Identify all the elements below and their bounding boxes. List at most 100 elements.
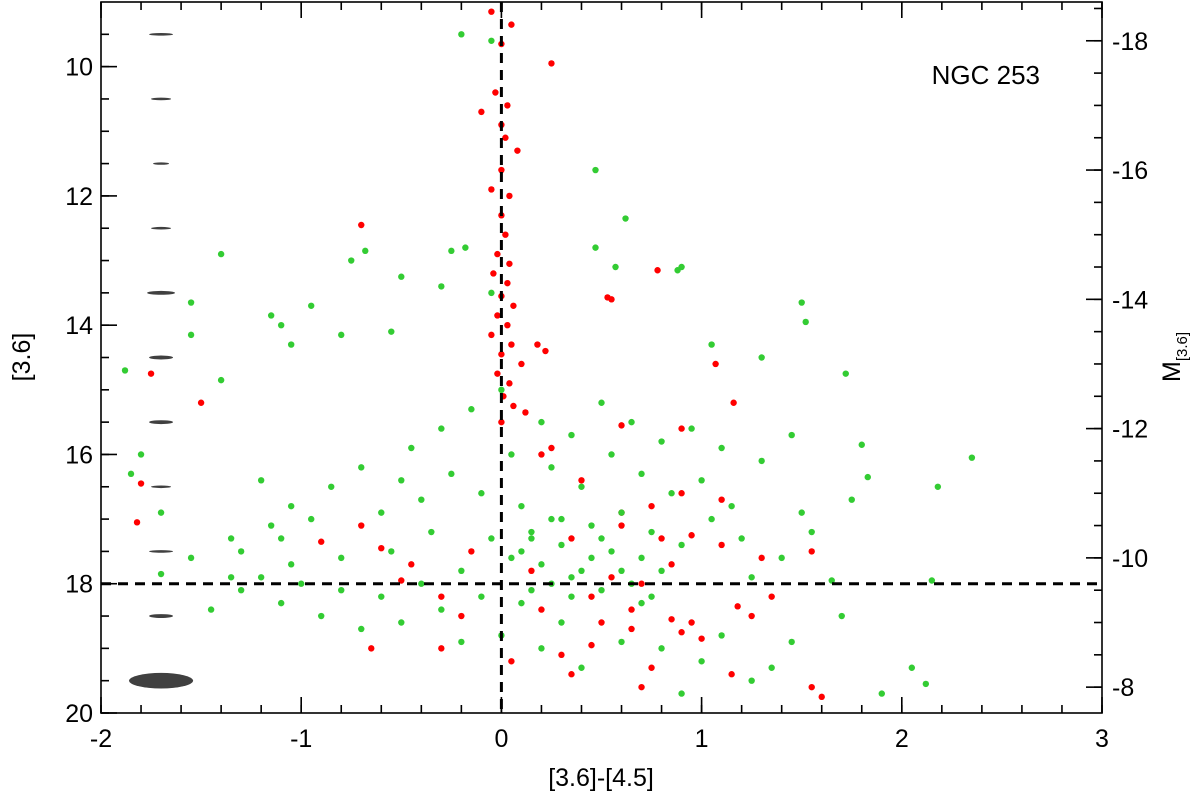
error-bar-ellipse [149,355,174,360]
data-point-green [237,586,245,594]
data-point-green [518,599,525,607]
error-bar-ellipse [151,97,172,101]
data-point-green [658,438,665,445]
data-point-green [618,638,625,646]
x-tick-label: -1 [290,725,312,753]
data-point-red [598,619,605,626]
data-point-red [197,399,205,406]
data-point-green [488,37,495,44]
data-point-red [498,418,505,426]
data-point-red [498,351,505,358]
data-point-green [568,431,575,439]
data-point-red [668,616,675,623]
error-bar-ellipse [151,485,172,489]
data-point-green [538,561,545,568]
data-point-red [534,341,541,348]
plot-frame [100,1,1103,714]
data-point-red [488,331,495,339]
data-point-green [608,451,615,458]
data-point-green [838,612,845,620]
data-point-green [648,593,655,600]
data-point-green [187,554,195,562]
data-point-red [137,480,145,487]
data-point-green [408,444,415,452]
data-point-green [612,263,619,271]
data-point-green [157,509,165,516]
data-point-green [698,477,705,484]
data-point-green [528,535,535,542]
data-point-red [818,693,825,701]
data-point-green [277,599,285,607]
data-point-red [542,347,549,355]
data-point-green [768,664,775,671]
data-point-green [788,431,795,439]
data-point-green [378,509,385,516]
data-point-red [568,671,575,678]
data-point-red [502,231,509,238]
data-point-green [528,586,535,594]
data-point-green [187,331,195,339]
error-bar-ellipse [149,550,174,553]
data-point-red [318,538,325,545]
data-point-green [458,31,465,38]
data-point-green [638,554,645,562]
data-point-green [688,425,695,432]
x-tick-label: -2 [90,725,112,753]
data-point-red [506,192,513,200]
data-point-red [718,496,725,503]
data-point-red [730,399,737,406]
data-point-green [568,574,575,581]
data-point-green [638,470,645,478]
data-point-red [438,593,445,600]
data-point-green [217,376,225,384]
data-point-red [506,260,513,267]
data-point-green [428,528,435,536]
data-point-red [502,134,509,141]
data-point-red [608,296,615,303]
y2-tick-label: -8 [1112,674,1134,702]
data-point-green [858,441,865,448]
data-point-red [518,360,525,368]
data-point-green [478,593,485,600]
data-point-red [748,612,755,620]
data-point-green [227,535,235,542]
data-point-green [418,496,425,503]
data-point-green [748,574,755,581]
data-point-green [388,548,395,555]
data-point-green [227,574,235,581]
data-point-green [578,664,585,671]
error-bar-column [129,33,194,689]
data-point-red [698,635,705,642]
data-point-green [348,257,355,264]
data-point-green [137,451,145,458]
data-point-red [668,561,675,568]
error-bar-ellipse [147,290,176,295]
data-point-red [548,444,555,452]
data-point-green [758,457,765,465]
data-point-green [558,541,565,549]
data-point-red [492,89,499,96]
data-point-green [558,515,565,523]
data-point-red [508,21,515,28]
data-point-green [438,425,445,432]
y2-tick-label: -10 [1112,545,1148,573]
y-tick-label: 16 [65,441,93,469]
data-points [121,8,976,701]
data-point-red [678,490,685,497]
data-point-green [328,483,335,490]
data-point-red [638,683,645,691]
y2-tick-label: -14 [1112,286,1148,314]
data-point-red [588,593,595,600]
data-point-green [638,599,645,607]
x-tick-label: 2 [895,725,909,753]
data-point-green [828,577,835,584]
data-point-green [257,574,265,581]
data-point-red [654,267,661,274]
data-point-red [378,544,385,552]
data-point-red [488,186,495,193]
data-point-red [618,422,625,429]
data-point-red [538,606,545,613]
data-point-green [338,331,345,339]
data-point-green [598,399,605,406]
